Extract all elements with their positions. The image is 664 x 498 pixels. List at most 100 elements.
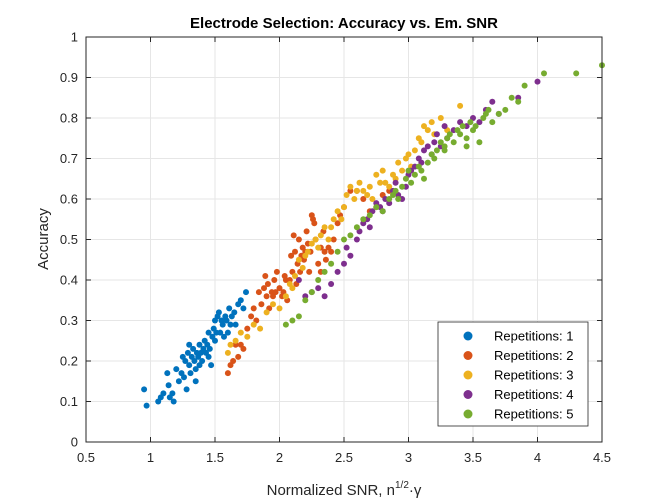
data-point (463, 143, 470, 150)
data-point (272, 289, 279, 296)
data-point (463, 135, 470, 142)
data-point (276, 285, 283, 292)
data-point (169, 390, 176, 397)
data-point (489, 98, 496, 105)
data-point (360, 216, 367, 223)
data-point (181, 374, 187, 381)
data-point (343, 244, 350, 251)
data-point (321, 268, 328, 275)
data-point (502, 106, 509, 113)
x-tick-label: 1.5 (206, 450, 224, 465)
data-point (353, 236, 360, 243)
x-tick-label: 1 (147, 450, 154, 465)
y-tick-label: 0.2 (60, 354, 78, 369)
data-point (231, 309, 238, 316)
x-tick-label: 4 (534, 450, 541, 465)
data-point (353, 187, 360, 194)
data-point (392, 187, 399, 194)
x-axis-label-superscript: 1/2 (395, 480, 409, 491)
legend-label: Repetitions: 3 (494, 368, 574, 383)
data-point (240, 345, 247, 352)
data-point (328, 260, 335, 267)
data-point (334, 248, 341, 255)
data-point (360, 220, 367, 227)
data-point (205, 329, 212, 336)
data-point (292, 248, 298, 255)
legend-entries: Repetitions: 1 Repetitions: 2 Repetitions:… (463, 329, 574, 422)
data-point (424, 159, 431, 166)
y-tick-label: 0.7 (60, 151, 78, 166)
y-axis-label: Accuracy (35, 208, 52, 270)
data-point (237, 297, 244, 304)
data-point (250, 321, 257, 328)
data-point (489, 119, 496, 126)
data-point (366, 212, 373, 219)
data-point (330, 236, 337, 243)
data-point (173, 366, 180, 373)
data-point (431, 139, 438, 146)
data-point (457, 102, 464, 109)
data-point (433, 131, 440, 138)
data-point (244, 325, 251, 332)
data-point (257, 325, 264, 332)
data-point (264, 281, 271, 287)
legend-label: Repetitions: 2 (494, 348, 574, 363)
data-point (302, 293, 309, 300)
x-tick-label: 3 (405, 450, 412, 465)
data-point (243, 289, 249, 296)
data-point (325, 236, 332, 243)
data-point (366, 224, 373, 231)
y-tick-label: 0.3 (60, 313, 78, 328)
data-point (541, 70, 547, 77)
series-3 (224, 102, 464, 356)
data-point (196, 341, 203, 348)
data-point (261, 285, 267, 292)
legend-label: Repetitions: 1 (494, 329, 574, 344)
data-point (347, 183, 354, 190)
data-point (347, 232, 354, 239)
data-point (382, 179, 389, 186)
data-point (308, 240, 315, 247)
data-point (508, 94, 515, 101)
data-point (424, 127, 431, 134)
data-point (395, 196, 402, 202)
data-point (364, 192, 371, 198)
data-point (347, 252, 354, 259)
data-point (421, 147, 427, 154)
data-point (143, 402, 150, 409)
data-point (343, 192, 350, 198)
data-points (141, 62, 605, 409)
data-point (328, 224, 335, 231)
y-tick-label: 0.5 (60, 232, 78, 247)
data-point (315, 260, 322, 267)
data-point (303, 228, 310, 235)
data-point (399, 167, 406, 174)
data-point (421, 123, 427, 130)
data-point (244, 333, 251, 340)
data-point (271, 277, 278, 283)
data-point (334, 268, 341, 275)
data-point (341, 236, 347, 243)
data-point (573, 70, 580, 77)
data-point (250, 305, 257, 312)
data-point (192, 366, 199, 373)
data-point (192, 378, 199, 385)
data-point (418, 139, 425, 146)
data-point (290, 232, 297, 239)
data-point (347, 187, 354, 194)
data-point (431, 155, 438, 162)
data-point (240, 305, 247, 312)
y-tick-label: 0.6 (60, 192, 78, 207)
x-tick-label: 4.5 (593, 450, 611, 465)
data-point (322, 256, 329, 263)
data-point (289, 317, 296, 324)
data-point (351, 196, 358, 202)
data-point (232, 337, 239, 344)
y-tick-label: 1 (71, 30, 78, 45)
data-point (321, 293, 328, 300)
data-point (405, 167, 412, 174)
data-point (311, 220, 318, 227)
data-point (521, 82, 528, 89)
data-point (288, 252, 295, 259)
